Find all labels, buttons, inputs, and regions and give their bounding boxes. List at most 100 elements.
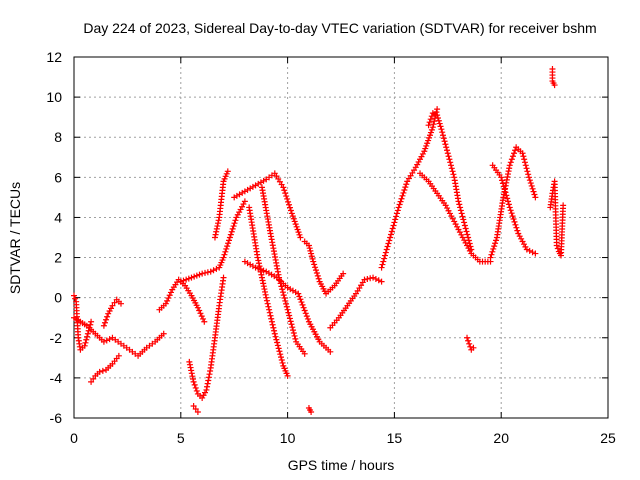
data-point-interp: [298, 299, 305, 306]
data-point: [194, 408, 201, 415]
data-point-interp: [306, 245, 313, 252]
data-point-interp: [489, 248, 496, 255]
data-point-interp: [213, 265, 220, 272]
data-point-interp: [434, 114, 441, 121]
data-point: [88, 318, 95, 325]
data-point: [461, 222, 468, 229]
data-point-interp: [521, 156, 528, 163]
y-tick-label: 4: [54, 209, 62, 225]
data-point: [308, 408, 315, 415]
series-late-band-b: [489, 162, 539, 257]
data-point-interp: [84, 330, 91, 337]
data-point-interp: [285, 309, 292, 316]
data-point-interp: [269, 321, 276, 328]
data-point-interp: [422, 145, 429, 152]
data-point-interp: [262, 288, 269, 295]
data-point-interp: [446, 156, 453, 163]
series-mid-band-c: [241, 258, 334, 355]
data-point-interp: [193, 272, 200, 279]
data-point-interp: [424, 140, 431, 147]
x-tick-label: 20: [493, 430, 509, 446]
data-point-interp: [301, 307, 308, 314]
data-point-interp: [523, 165, 530, 172]
data-point-interp: [286, 312, 293, 319]
data-point-interp: [505, 198, 512, 205]
y-tick-label: 12: [46, 49, 62, 65]
data-point-interp: [400, 189, 407, 196]
data-point-interp: [283, 300, 290, 307]
data-point-interp: [300, 304, 307, 311]
series-evening-band: [417, 170, 494, 265]
data-point-interp: [283, 303, 290, 310]
data-point-interp: [393, 210, 400, 217]
data-point: [96, 368, 103, 375]
data-point-interp: [284, 195, 291, 202]
series-late-band: [487, 144, 539, 261]
data-point-interp: [465, 337, 472, 344]
plot-frame: [73, 56, 609, 419]
data-point-interp: [403, 181, 410, 188]
data-point: [71, 292, 77, 299]
data-point-interp: [196, 271, 203, 278]
data-point-interp: [463, 228, 470, 235]
data-point-interp: [260, 267, 267, 274]
data-point: [301, 350, 308, 357]
series-evening-lows: [464, 334, 477, 353]
data-point-interp: [290, 327, 297, 334]
data-point: [280, 184, 287, 191]
data-point-interp: [296, 231, 303, 238]
axis-ticks: 0 5 10 15 20 25 -6 -4 -2 0 2 4 6 8 10 12: [46, 49, 616, 446]
data-point-interp: [507, 207, 514, 214]
data-point-interp: [399, 192, 406, 199]
data-point-interp: [314, 272, 321, 279]
data-point-interp: [90, 375, 97, 382]
data-point: [434, 112, 441, 119]
data-point-interp: [279, 286, 286, 293]
chart-title: Day 224 of 2023, Sidereal Day-to-day VTE…: [83, 20, 596, 36]
data-point-interp: [457, 207, 464, 214]
data-point-interp: [391, 219, 398, 226]
x-tick-label: 15: [387, 430, 403, 446]
series-midday-band: [177, 198, 248, 285]
data-point-interp: [275, 345, 282, 352]
data-point: [160, 330, 167, 337]
data-point-interp: [388, 228, 395, 235]
data-point-interp: [180, 277, 187, 284]
data-point-interp: [266, 306, 273, 313]
data-point: [188, 274, 195, 281]
data-point-interp: [461, 219, 468, 226]
data-point: [297, 234, 304, 241]
data-points: [71, 66, 567, 415]
data-point-interp: [509, 213, 516, 220]
data-point: [370, 274, 377, 281]
data-point-interp: [513, 224, 520, 231]
data-point: [553, 242, 560, 249]
x-tick-label: 10: [280, 430, 296, 446]
data-point: [284, 372, 291, 379]
data-point-interp: [276, 348, 283, 355]
data-point: [177, 278, 184, 285]
data-point: [327, 348, 334, 355]
data-point-interp: [263, 297, 270, 304]
data-point-interp: [308, 253, 315, 260]
data-point-interp: [190, 376, 197, 383]
data-point-interp: [435, 117, 442, 124]
data-point-interp: [396, 201, 403, 208]
data-point-interp: [427, 116, 434, 123]
data-point: [190, 402, 197, 409]
data-point: [387, 234, 394, 241]
data-point-interp: [462, 225, 469, 232]
data-point-interp: [507, 159, 514, 166]
data-point-interp: [375, 277, 382, 284]
x-tick-label: 0: [70, 430, 78, 446]
data-point-interp: [449, 168, 456, 175]
series-early-start: [71, 292, 95, 353]
data-point: [532, 194, 539, 201]
data-point-interp: [372, 275, 379, 282]
data-point-interp: [493, 237, 500, 244]
data-point-interp: [448, 162, 455, 169]
data-point-interp: [443, 144, 450, 151]
data-point-interp: [191, 273, 198, 280]
data-point-interp: [273, 336, 280, 343]
data-point-interp: [183, 276, 190, 283]
